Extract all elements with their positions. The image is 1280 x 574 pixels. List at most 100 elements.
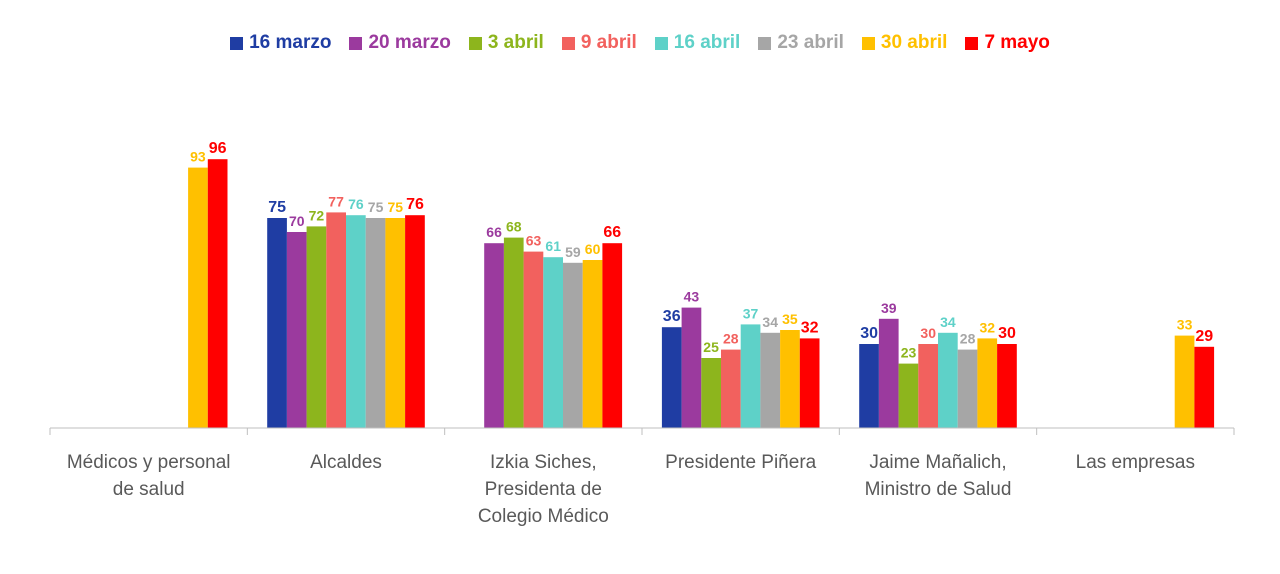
legend-swatch xyxy=(468,36,482,50)
bar xyxy=(602,243,623,428)
data-label: 39 xyxy=(881,300,897,316)
legend-label: 23 abril xyxy=(777,32,844,53)
bar xyxy=(365,218,386,428)
bar xyxy=(563,262,583,428)
x-tick-label: Presidente Piñera xyxy=(665,452,816,473)
bar xyxy=(582,260,603,428)
data-label: 34 xyxy=(762,314,778,330)
bar xyxy=(878,318,899,428)
bar xyxy=(503,237,524,428)
x-tick-label: Médicos y personal de salud xyxy=(67,452,231,500)
data-label: 43 xyxy=(684,289,700,305)
legend-item: 23 abril xyxy=(758,32,844,54)
data-label: 30 xyxy=(860,325,878,342)
bar xyxy=(385,218,406,428)
data-label: 75 xyxy=(268,199,286,216)
data-label: 30 xyxy=(998,325,1016,342)
bar xyxy=(918,344,938,428)
bar xyxy=(188,167,208,428)
data-label: 77 xyxy=(328,193,344,209)
data-label: 66 xyxy=(603,224,621,241)
data-label: 35 xyxy=(782,311,798,327)
bar xyxy=(484,243,504,428)
data-label: 36 xyxy=(663,308,681,325)
bar xyxy=(721,349,741,428)
legend-item: 16 abril xyxy=(654,32,741,54)
legend-label: 16 abril xyxy=(673,32,741,53)
data-label: 68 xyxy=(506,219,522,235)
data-label: 23 xyxy=(901,345,917,361)
data-label: 72 xyxy=(309,207,325,223)
legend-item: 30 abril xyxy=(861,32,948,54)
legend-item: 7 mayo xyxy=(965,32,1050,54)
data-label: 28 xyxy=(723,331,739,347)
bar xyxy=(681,307,702,428)
legend-swatch xyxy=(230,36,244,50)
data-label: 30 xyxy=(920,325,936,341)
data-label: 76 xyxy=(406,196,424,213)
bar xyxy=(405,215,425,428)
bar xyxy=(799,338,820,428)
data-label: 29 xyxy=(1195,328,1213,345)
x-tick-label: Izkia Siches, Presidenta de Colegio Médico xyxy=(478,452,609,527)
data-label: 76 xyxy=(348,196,364,212)
data-label: 25 xyxy=(703,339,719,355)
bar xyxy=(701,358,721,428)
legend: 16 marzo 20 marzo 3 abril 9 abril 16 abril 23… xyxy=(0,30,1280,56)
data-label: 28 xyxy=(960,331,976,347)
bar xyxy=(523,251,544,428)
bar xyxy=(740,324,761,428)
legend-swatch xyxy=(349,36,363,50)
bar xyxy=(938,332,958,428)
data-label: 70 xyxy=(289,213,305,229)
bar xyxy=(326,212,346,428)
data-label: 59 xyxy=(565,244,581,260)
bar xyxy=(543,257,563,428)
bar xyxy=(267,218,287,428)
legend-swatch xyxy=(654,36,668,50)
bar xyxy=(1194,346,1215,428)
legend-label: 9 abril xyxy=(580,32,637,53)
data-label: 75 xyxy=(388,199,404,215)
legend-item: 20 marzo xyxy=(349,32,451,54)
legend-swatch xyxy=(561,36,575,50)
bar xyxy=(898,363,919,428)
bar xyxy=(1174,335,1195,428)
bar xyxy=(977,338,998,428)
legend-label: 7 mayo xyxy=(984,32,1050,53)
bar xyxy=(346,215,366,428)
x-tick-label: Las empresas xyxy=(1076,452,1195,473)
legend-item: 9 abril xyxy=(561,32,637,54)
data-label: 96 xyxy=(209,140,227,157)
data-label: 32 xyxy=(980,319,996,335)
legend-label: 30 abril xyxy=(880,32,948,53)
data-label: 33 xyxy=(1177,317,1193,333)
legend-item: 16 marzo xyxy=(230,32,331,54)
bar xyxy=(207,159,228,428)
x-tick-label: Alcaldes xyxy=(310,452,382,473)
data-label: 93 xyxy=(190,149,206,165)
legend-swatch xyxy=(861,36,875,50)
bar xyxy=(286,232,307,428)
bar xyxy=(306,226,327,428)
bar xyxy=(780,330,800,428)
legend-label: 20 marzo xyxy=(368,32,451,53)
legend-label: 16 marzo xyxy=(249,32,332,53)
data-label: 61 xyxy=(545,238,561,254)
data-label: 34 xyxy=(940,314,956,330)
data-label: 63 xyxy=(526,233,542,249)
data-label: 66 xyxy=(486,224,502,240)
data-label: 75 xyxy=(368,199,384,215)
legend-item: 3 abril xyxy=(468,32,544,54)
bar xyxy=(661,327,682,428)
x-tick-label: Jaime Mañalich, Ministro de Salud xyxy=(865,452,1012,500)
bar xyxy=(760,332,781,428)
data-label: 32 xyxy=(801,319,819,336)
legend-label: 3 abril xyxy=(487,32,544,53)
data-label: 60 xyxy=(585,241,601,257)
bar xyxy=(859,344,879,428)
legend-swatch xyxy=(965,36,979,50)
data-label: 37 xyxy=(743,305,759,321)
